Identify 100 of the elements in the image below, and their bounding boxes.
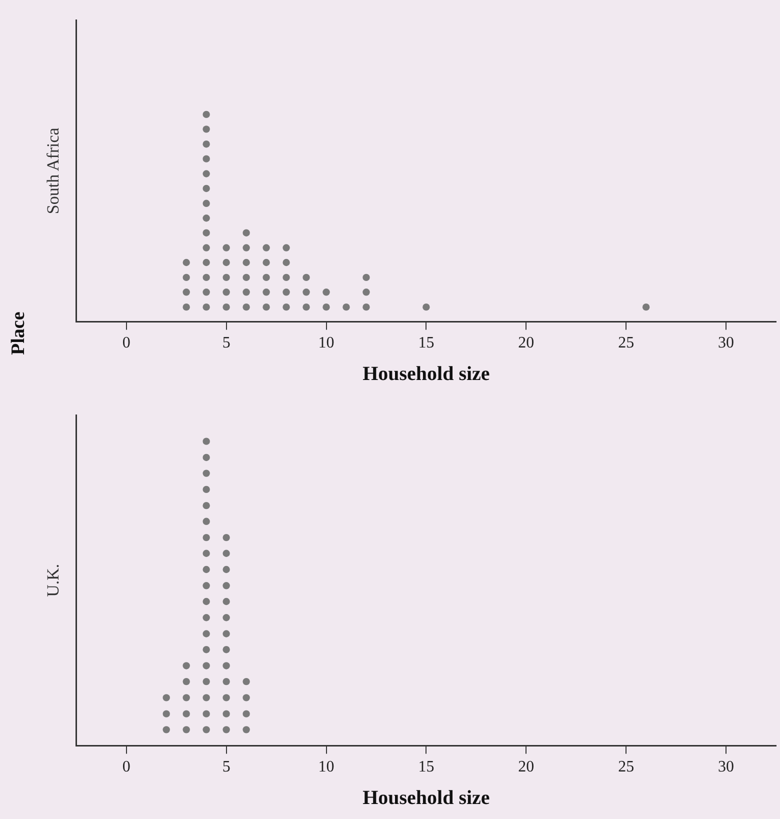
- point: [282, 303, 290, 311]
- point: [202, 184, 210, 192]
- point: [202, 630, 210, 638]
- point: [242, 274, 250, 282]
- point: [322, 303, 330, 311]
- point: [202, 214, 210, 222]
- point: [222, 303, 230, 311]
- point: [202, 694, 210, 702]
- point: [242, 258, 250, 266]
- point: [362, 274, 370, 282]
- point: [202, 155, 210, 162]
- point: [322, 288, 330, 296]
- x-tick-label: 10: [318, 334, 334, 352]
- point: [222, 274, 230, 282]
- point: [282, 288, 290, 296]
- point: [202, 502, 210, 510]
- point: [202, 258, 210, 266]
- point: [262, 274, 270, 282]
- point: [202, 274, 210, 282]
- point: [202, 518, 210, 526]
- point: [202, 200, 210, 208]
- point: [302, 303, 310, 311]
- y-axis-title: U.K.: [44, 564, 63, 597]
- point: [222, 630, 230, 638]
- y-axis-title: South Africa: [44, 127, 63, 214]
- point: [242, 726, 250, 734]
- point: [242, 694, 250, 702]
- x-tick-label: 30: [718, 758, 734, 776]
- x-tick-label: 25: [618, 334, 634, 352]
- point: [222, 244, 230, 252]
- point: [222, 662, 230, 670]
- x-tick-label: 20: [518, 758, 534, 776]
- point: [222, 710, 230, 718]
- point: [222, 566, 230, 574]
- point: [242, 244, 250, 252]
- text: Place: [8, 312, 30, 355]
- point: [242, 229, 250, 236]
- point: [182, 694, 190, 702]
- point: [222, 534, 230, 542]
- point: [182, 678, 190, 686]
- point: [302, 288, 310, 296]
- x-tick-label: 0: [122, 334, 130, 352]
- point: [282, 258, 290, 266]
- x-axis-title: Household size: [362, 363, 490, 386]
- point: [222, 694, 230, 702]
- point: [222, 614, 230, 622]
- point: [182, 288, 190, 296]
- x-tick-label: 15: [418, 334, 434, 352]
- point: [262, 288, 270, 296]
- point: [202, 534, 210, 542]
- point: [202, 110, 210, 118]
- point: [642, 303, 650, 311]
- point: [362, 303, 370, 311]
- x-tick-label: 5: [222, 758, 230, 776]
- x-tick-label: 20: [518, 334, 534, 352]
- point: [202, 662, 210, 670]
- point: [222, 258, 230, 266]
- point: [202, 170, 210, 178]
- point: [222, 646, 230, 654]
- point: [202, 126, 210, 133]
- point: [182, 258, 190, 266]
- point: [162, 726, 170, 734]
- point: [162, 710, 170, 718]
- point: [202, 244, 210, 252]
- point: [202, 303, 210, 311]
- point: [242, 288, 250, 296]
- point: [182, 303, 190, 311]
- point: [422, 303, 430, 311]
- x-axis-title: Household size: [362, 787, 490, 810]
- point: [222, 726, 230, 734]
- point: [222, 598, 230, 606]
- point: [222, 582, 230, 590]
- point: [202, 566, 210, 574]
- point: [202, 288, 210, 296]
- x-tick-label: 30: [718, 334, 734, 352]
- point: [242, 678, 250, 686]
- point: [282, 274, 290, 282]
- point: [202, 726, 210, 734]
- point: [202, 486, 210, 494]
- point: [242, 303, 250, 311]
- point: [162, 694, 170, 702]
- point: [202, 550, 210, 557]
- point: [202, 710, 210, 718]
- x-tick-label: 5: [222, 334, 230, 352]
- point: [202, 614, 210, 622]
- point: [182, 274, 190, 282]
- point: [242, 710, 250, 718]
- point: [202, 582, 210, 590]
- point: [302, 274, 310, 282]
- point: [202, 646, 210, 654]
- point: [222, 550, 230, 557]
- point: [202, 470, 210, 477]
- point: [222, 678, 230, 686]
- point: [262, 303, 270, 311]
- x-tick-label: 15: [418, 758, 434, 776]
- point: [202, 438, 210, 445]
- point: [202, 678, 210, 686]
- point: [262, 244, 270, 252]
- x-tick-label: 10: [318, 758, 334, 776]
- point: [282, 244, 290, 252]
